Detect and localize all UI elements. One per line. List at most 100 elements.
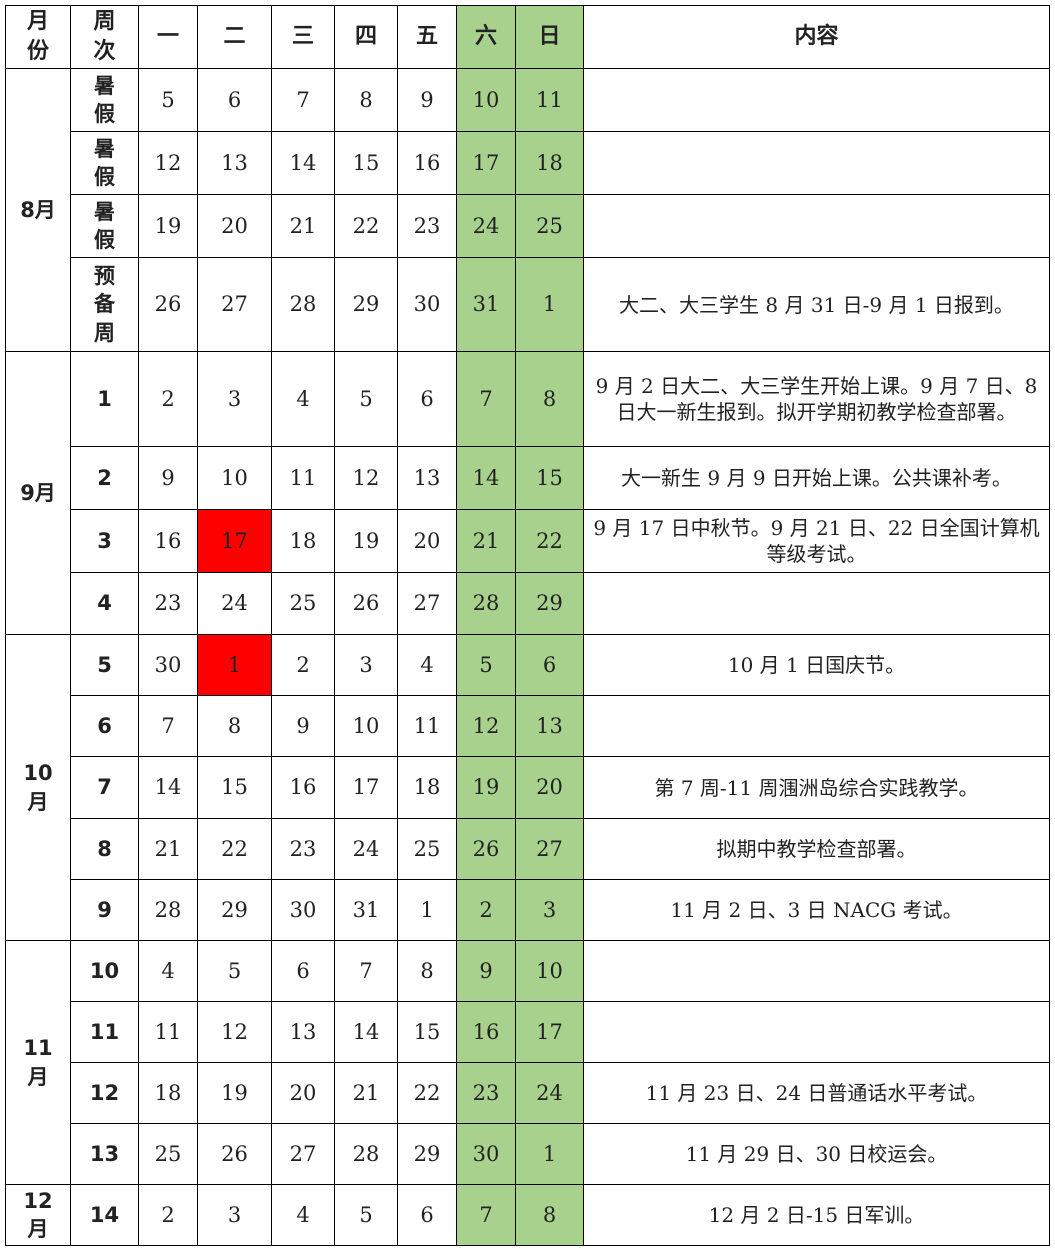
week-cell: 8 bbox=[70, 818, 139, 880]
header-cell: 四 bbox=[334, 5, 398, 69]
header-text: 三 bbox=[291, 24, 314, 50]
day-cell: 25 bbox=[138, 1123, 198, 1185]
week-row: 11月 10 4 5 6 7 8 9 10 bbox=[5, 940, 1050, 1185]
note-cell: 11 月 29 日、30 日校运会。 bbox=[583, 1123, 1050, 1185]
day-cell: 15 bbox=[197, 756, 272, 819]
day-cell: 10 bbox=[334, 695, 398, 757]
week-text: 14 bbox=[89, 1202, 120, 1227]
day-cell: 5 bbox=[138, 68, 198, 132]
day-cell: 24 bbox=[197, 572, 272, 635]
day-cell: 11 bbox=[271, 446, 335, 510]
day-cell: 29 bbox=[334, 257, 398, 352]
header-cell: 六 bbox=[456, 5, 516, 69]
day-cell: 18 bbox=[397, 756, 457, 819]
week-text: 预备周 bbox=[94, 263, 115, 345]
day-cell: 26 bbox=[456, 818, 516, 880]
day-cell: 19 bbox=[456, 756, 516, 819]
day-cell: 13 bbox=[271, 1001, 335, 1063]
day-cell: 19 bbox=[334, 509, 398, 573]
day-cell: 4 bbox=[138, 940, 198, 1002]
day-cell: 5 bbox=[334, 1184, 398, 1246]
week-text: 暑假 bbox=[94, 136, 115, 189]
week-text: 10 bbox=[89, 958, 120, 983]
week-text: 3 bbox=[97, 528, 112, 553]
header-text: 四 bbox=[354, 24, 377, 50]
day-cell: 15 bbox=[334, 131, 398, 195]
day-cell: 5 bbox=[456, 634, 516, 696]
note-cell: 11 月 23 日、24 日普通话水平考试。 bbox=[583, 1062, 1050, 1124]
day-cell: 31 bbox=[456, 257, 516, 352]
day-cell: 29 bbox=[197, 879, 272, 941]
day-cell: 23 bbox=[271, 818, 335, 880]
day-cell: 20 bbox=[397, 509, 457, 573]
day-cell: 8 bbox=[515, 1184, 584, 1246]
day-cell: 7 bbox=[456, 1184, 516, 1246]
week-row: 2 9 10 11 12 13 14 15 大一新生 9 月 9 日开始上课。公共课补考。 bbox=[6, 446, 1050, 510]
day-cell: 8 bbox=[515, 351, 584, 447]
week-row: 暑假 12 13 14 15 16 17 18 bbox=[6, 131, 1050, 195]
week-cell: 3 bbox=[70, 509, 139, 573]
day-cell: 14 bbox=[456, 446, 516, 510]
day-cell: 13 bbox=[197, 131, 272, 195]
week-row: 预备周 26 27 28 29 30 31 1 大二、大三学生 8 月 31 日-9 月 1 日… bbox=[6, 257, 1050, 352]
day-cell: 28 bbox=[138, 879, 198, 941]
day-cell: 10 bbox=[515, 940, 584, 1002]
day-cell: 3 bbox=[334, 634, 398, 696]
day-cell: 4 bbox=[271, 1184, 335, 1246]
week-cell: 暑假 bbox=[70, 131, 139, 195]
note-cell: 12 月 2 日-15 日军训。 bbox=[583, 1184, 1050, 1246]
note-cell bbox=[583, 1001, 1050, 1063]
day-cell: 16 bbox=[271, 756, 335, 819]
week-text: 7 bbox=[97, 775, 112, 800]
day-cell: 18 bbox=[138, 1062, 198, 1124]
day-cell: 23 bbox=[138, 572, 198, 635]
day-cell: 22 bbox=[334, 194, 398, 258]
week-cell: 预备周 bbox=[70, 257, 139, 352]
week-cell: 1 bbox=[70, 351, 139, 447]
day-cell: 20 bbox=[197, 194, 272, 258]
day-cell: 16 bbox=[456, 1001, 516, 1063]
note-cell: 大一新生 9 月 9 日开始上课。公共课补考。 bbox=[583, 446, 1050, 510]
header-text: 月份 bbox=[27, 9, 50, 64]
day-cell: 5 bbox=[334, 351, 398, 447]
day-cell: 6 bbox=[271, 940, 335, 1002]
week-cell: 12 bbox=[70, 1062, 139, 1124]
day-cell: 11 bbox=[397, 695, 457, 757]
day-cell: 2 bbox=[138, 351, 198, 447]
day-cell: 24 bbox=[515, 1062, 584, 1124]
day-cell: 23 bbox=[397, 194, 457, 258]
month-cell: 12月 bbox=[5, 1184, 71, 1246]
day-cell: 21 bbox=[456, 509, 516, 573]
note-cell: 10 月 1 日国庆节。 bbox=[583, 634, 1050, 696]
day-cell: 22 bbox=[397, 1062, 457, 1124]
day-cell: 21 bbox=[334, 1062, 398, 1124]
day-cell: 13 bbox=[515, 695, 584, 757]
month-cell: 10月 bbox=[5, 634, 71, 941]
header-cell: 三 bbox=[271, 5, 335, 69]
week-cell: 7 bbox=[70, 756, 139, 819]
day-cell: 5 bbox=[197, 940, 272, 1002]
day-cell: 25 bbox=[515, 194, 584, 258]
week-row: 3 16 17 18 19 20 21 22 9 月 17 日中秋节。9 月 21 日、22 日… bbox=[6, 509, 1050, 573]
day-cell: 17 bbox=[456, 131, 516, 195]
header-text: 一 bbox=[156, 24, 179, 50]
day-cell: 3 bbox=[197, 351, 272, 447]
week-row: 12 18 19 20 21 22 23 24 11 月 23 日、24 日普通话水平考试。 bbox=[6, 1062, 1050, 1124]
header-cell: 日 bbox=[515, 5, 584, 69]
day-cell: 24 bbox=[456, 194, 516, 258]
day-cell: 13 bbox=[397, 446, 457, 510]
day-cell: 1 bbox=[515, 257, 584, 352]
note-cell bbox=[583, 940, 1050, 1002]
week-row: 6 7 8 9 10 11 12 13 bbox=[6, 695, 1050, 757]
week-row: 12月 14 2 3 4 5 6 7 8 12 月 2 日-15 日军训。 bbox=[5, 1184, 1050, 1246]
note-cell: 9 月 2 日大二、大三学生开始上课。9 月 7 日、8 日大一新生报到。拟开学… bbox=[583, 351, 1050, 447]
week-text: 8 bbox=[97, 836, 112, 861]
header-cell: 周次 bbox=[70, 5, 139, 69]
week-text: 暑假 bbox=[94, 73, 115, 126]
day-cell: 18 bbox=[515, 131, 584, 195]
week-cell: 11 bbox=[70, 1001, 139, 1063]
day-cell: 25 bbox=[271, 572, 335, 635]
day-cell: 10 bbox=[456, 68, 516, 132]
day-cell: 4 bbox=[397, 634, 457, 696]
week-row: 9 28 29 30 31 1 2 3 11 月 2 日、3 日 NACG 考试。 bbox=[6, 879, 1050, 941]
